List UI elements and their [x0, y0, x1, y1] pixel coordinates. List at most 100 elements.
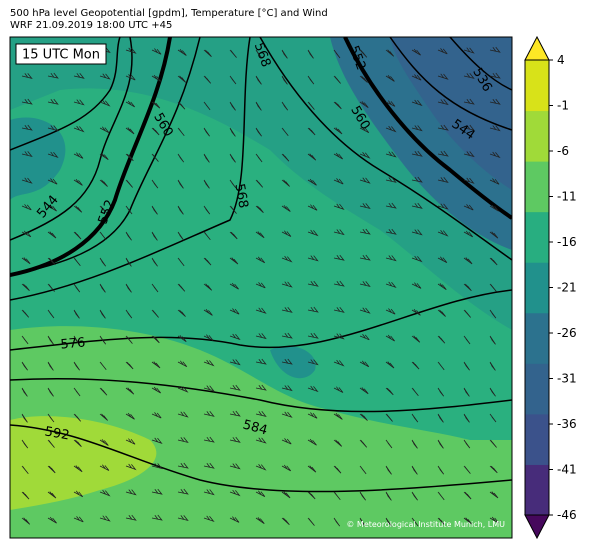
- wind-barb: [281, 127, 289, 137]
- credit: © Meteorological Institute Munich, LMU: [346, 520, 505, 529]
- wind-barbs: [21, 46, 501, 527]
- colorbar-segment: [525, 110, 549, 162]
- wind-barb: [21, 335, 29, 345]
- wind-barb: [437, 335, 446, 344]
- wind-barb: [385, 151, 397, 158]
- wind-barb: [333, 101, 342, 110]
- wind-barb: [47, 491, 57, 499]
- wind-barb: [281, 332, 293, 339]
- wind-barb: [255, 411, 267, 417]
- wind-barb: [307, 438, 317, 446]
- wind-barb: [151, 361, 161, 369]
- wind-barb: [229, 127, 236, 137]
- wind-barb: [359, 126, 370, 134]
- wind-barb: [411, 48, 421, 56]
- wind-barb: [307, 229, 319, 237]
- wind-barb: [411, 308, 421, 316]
- wind-barb: [307, 385, 319, 393]
- wind-barb: [151, 309, 159, 318]
- wind-barb: [385, 281, 397, 289]
- wind-barb: [463, 124, 475, 131]
- wind-barb: [281, 491, 291, 499]
- wind-barb: [281, 205, 291, 212]
- wind-barb: [47, 204, 57, 212]
- wind-barb: [307, 465, 317, 473]
- wind-barb: [177, 437, 189, 443]
- wind-barb: [21, 517, 31, 525]
- wind-barb: [463, 387, 470, 397]
- wind-barb: [489, 46, 501, 53]
- wind-barb: [99, 489, 111, 497]
- wind-barb: [99, 179, 108, 187]
- wind-barb: [151, 488, 163, 495]
- wind-barb: [47, 465, 56, 474]
- wind-barb: [411, 491, 418, 501]
- wind-barb: [411, 387, 419, 396]
- wind-barb: [203, 179, 210, 189]
- time-label: 15 UTC Mon: [22, 48, 100, 63]
- wind-barb: [21, 413, 28, 423]
- wind-barb: [229, 75, 237, 85]
- wind-barb: [229, 410, 241, 417]
- wind-barb: [229, 359, 241, 366]
- wind-barb: [21, 177, 33, 184]
- wind-barb: [437, 309, 446, 317]
- colorbar-tick-label: -36: [557, 417, 577, 431]
- wind-barb: [203, 205, 211, 215]
- wind-barb: [255, 205, 264, 213]
- wind-barb: [437, 491, 445, 501]
- wind-barb: [177, 179, 184, 189]
- wind-barb: [489, 204, 499, 212]
- wind-barb: [359, 101, 369, 108]
- wind-barb: [125, 361, 134, 370]
- wind-barb: [307, 517, 315, 526]
- wind-barb: [21, 204, 32, 211]
- wind-barb: [203, 410, 215, 417]
- wind-barb: [229, 489, 241, 497]
- wind-barb: [463, 439, 471, 449]
- colorbar-tick-label: -26: [557, 326, 577, 340]
- wind-barb: [177, 75, 186, 83]
- wind-barb: [385, 49, 395, 57]
- wind-barb: [385, 439, 393, 449]
- wind-barb: [281, 153, 290, 162]
- wind-barb: [99, 361, 107, 371]
- wind-barb: [99, 283, 106, 293]
- wind-barb: [489, 335, 496, 345]
- wind-barb: [47, 335, 54, 345]
- wind-barb: [281, 281, 293, 288]
- wind-barb: [333, 359, 345, 367]
- wind-barb: [177, 205, 184, 215]
- wind-barb: [463, 257, 473, 265]
- wind-barb: [73, 465, 83, 473]
- wind-barb: [307, 332, 319, 339]
- wind-barb: [489, 413, 497, 423]
- wind-barb: [385, 125, 397, 133]
- wind-barb: [359, 177, 371, 184]
- wind-barb: [307, 178, 317, 186]
- wind-barb: [281, 517, 290, 526]
- wind-barb: [463, 413, 470, 423]
- wind-barb: [489, 361, 496, 371]
- wind-barb: [229, 282, 239, 290]
- wind-barb: [359, 387, 369, 395]
- wind-barb: [359, 281, 371, 288]
- wind-barb: [177, 153, 185, 163]
- wind-barb: [255, 49, 263, 59]
- wind-barb: [411, 413, 419, 423]
- wind-barb: [307, 101, 315, 110]
- wind-barb: [21, 361, 28, 371]
- wind-barb: [177, 231, 185, 241]
- wind-barb: [489, 231, 499, 239]
- wind-barb: [99, 73, 111, 80]
- colorbar-segment: [525, 413, 549, 465]
- colorbar-tick-label: -16: [557, 235, 577, 249]
- wind-barb: [463, 230, 474, 238]
- wind-barb: [437, 73, 449, 80]
- wind-barb: [463, 491, 472, 500]
- colorbar-segment: [525, 211, 549, 263]
- wind-barb: [385, 361, 395, 369]
- wind-barb: [307, 306, 319, 313]
- wind-barb: [73, 152, 84, 159]
- wind-barb: [177, 411, 189, 418]
